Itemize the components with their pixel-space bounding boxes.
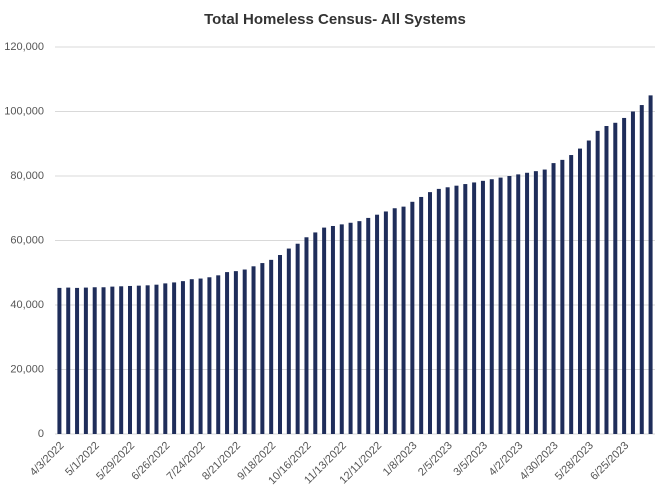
bar <box>57 287 62 434</box>
bar <box>428 192 432 434</box>
bar <box>295 243 300 434</box>
bar <box>525 172 530 434</box>
bar <box>225 272 230 434</box>
bar <box>119 286 124 434</box>
bar <box>375 214 380 434</box>
x-tick-label: 6/25/2023 <box>588 440 631 483</box>
x-tick-label: 3/5/2023 <box>451 440 490 479</box>
bar <box>560 159 565 434</box>
bar <box>75 287 80 434</box>
bar <box>207 277 212 434</box>
bar <box>83 287 88 434</box>
bar <box>463 184 468 434</box>
bar <box>639 105 644 435</box>
bar <box>128 285 132 434</box>
bar <box>322 227 327 434</box>
bar <box>551 163 556 434</box>
bar <box>216 275 221 434</box>
chart-title: Total Homeless Census- All Systems <box>204 11 466 28</box>
bar <box>613 122 618 434</box>
y-tick-label: 80,000 <box>10 170 44 182</box>
bar <box>392 208 397 434</box>
y-tick-label: 120,000 <box>4 41 44 53</box>
bar <box>198 278 203 434</box>
bar <box>533 171 538 434</box>
bar <box>489 179 494 434</box>
bar <box>586 140 591 434</box>
bar <box>480 180 485 434</box>
bar <box>410 201 415 434</box>
bar <box>180 281 185 434</box>
bar <box>304 237 309 434</box>
bar <box>578 148 582 434</box>
y-tick-label: 20,000 <box>10 363 44 375</box>
bar <box>569 155 574 434</box>
bar <box>278 255 282 434</box>
bar <box>498 177 503 435</box>
bar <box>630 111 635 434</box>
bar <box>154 284 159 434</box>
y-tick-label: 40,000 <box>10 299 44 311</box>
y-tick-label: 100,000 <box>4 105 44 117</box>
x-tick-label: 2/5/2023 <box>416 440 455 479</box>
bar <box>233 271 238 434</box>
x-tick-label: 4/3/2022 <box>28 440 67 479</box>
bar <box>251 266 256 434</box>
bar <box>436 188 441 434</box>
x-tick-label: 1/8/2023 <box>381 440 420 479</box>
bar <box>472 182 477 434</box>
y-tick-label: 0 <box>38 428 44 440</box>
bar <box>445 187 450 434</box>
bar <box>383 211 388 434</box>
bar <box>330 225 335 434</box>
bar <box>260 263 265 434</box>
bar <box>339 224 344 434</box>
bar <box>366 217 371 434</box>
bar <box>189 279 194 434</box>
bar <box>269 259 274 434</box>
bar <box>516 174 521 434</box>
bar <box>92 287 97 434</box>
bar <box>648 95 653 434</box>
bar <box>163 283 168 434</box>
bar <box>542 169 547 435</box>
y-tick-label: 60,000 <box>10 234 44 246</box>
bar <box>419 196 424 434</box>
bar <box>136 285 141 434</box>
bar <box>101 287 106 434</box>
bar <box>595 130 600 434</box>
bar <box>172 282 177 434</box>
bar <box>401 206 406 434</box>
bar <box>286 248 291 434</box>
bar <box>604 126 609 434</box>
bar <box>242 269 247 434</box>
bar <box>622 117 627 434</box>
bar <box>357 221 362 434</box>
bar <box>348 222 353 434</box>
bar <box>507 176 512 434</box>
bar <box>66 287 71 434</box>
bar <box>145 285 150 434</box>
bar <box>313 232 318 434</box>
bar <box>110 286 115 434</box>
bar <box>454 185 459 434</box>
